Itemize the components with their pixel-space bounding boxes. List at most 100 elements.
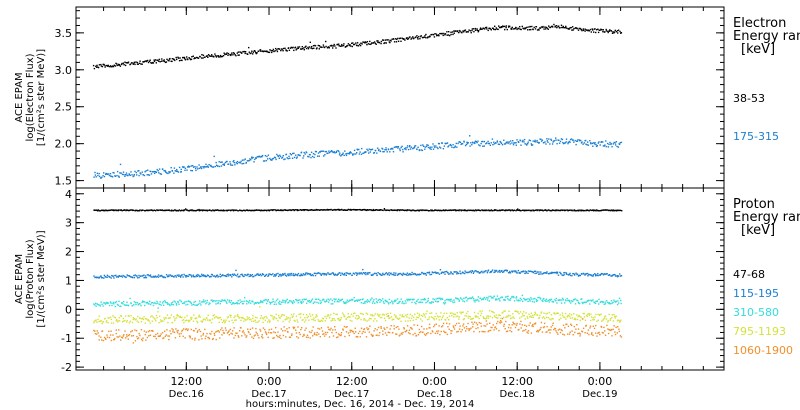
- data-point: [267, 300, 269, 302]
- data-point: [423, 297, 426, 300]
- data-point: [380, 316, 383, 319]
- data-point: [93, 303, 95, 305]
- data-point: [399, 272, 401, 275]
- data-point: [485, 318, 487, 320]
- data-point: [210, 276, 212, 278]
- data-point: [501, 296, 504, 299]
- data-point: [440, 312, 442, 314]
- data-point: [310, 301, 312, 303]
- data-point: [422, 145, 425, 147]
- data-point: [368, 331, 371, 333]
- data-point: [216, 316, 218, 318]
- data-point: [362, 302, 364, 304]
- data-point: [511, 296, 513, 298]
- data-point: [443, 330, 445, 332]
- data-point: [190, 169, 192, 172]
- data-point: [139, 60, 141, 62]
- data-point: [565, 323, 567, 326]
- data-point: [320, 301, 322, 303]
- data-point: [313, 47, 315, 49]
- data-point: [365, 151, 367, 153]
- data-point: [202, 334, 204, 336]
- data-point: [336, 43, 339, 46]
- data-point: [118, 176, 120, 178]
- data-point: [584, 332, 586, 334]
- data-point: [527, 141, 529, 143]
- data-point: [337, 273, 339, 275]
- data-point: [207, 56, 209, 58]
- data-point: [295, 49, 297, 51]
- data-point: [578, 210, 580, 212]
- data-point: [512, 321, 514, 323]
- data-point: [304, 274, 307, 276]
- data-point: [251, 156, 253, 158]
- data-point: [382, 298, 384, 300]
- data-point: [390, 40, 392, 42]
- data-point: [467, 142, 469, 144]
- data-point: [504, 269, 506, 271]
- data-point: [180, 332, 182, 335]
- data-point: [385, 272, 388, 274]
- data-point: [444, 209, 446, 212]
- data-point: [618, 143, 621, 146]
- data-point: [530, 315, 532, 317]
- data-point: [371, 209, 373, 212]
- data-point: [126, 334, 128, 336]
- data-point: [455, 210, 457, 212]
- data-point: [488, 329, 490, 332]
- data-point: [354, 312, 356, 314]
- data-point: [533, 323, 536, 325]
- data-point: [399, 148, 401, 150]
- data-point: [543, 142, 545, 144]
- data-point: [572, 29, 574, 31]
- data-point: [475, 315, 477, 317]
- data-point: [200, 57, 203, 59]
- data-point: [273, 331, 275, 333]
- data-point: [456, 271, 458, 273]
- data-point: [374, 313, 377, 315]
- data-point: [314, 272, 316, 275]
- data-point: [376, 329, 378, 331]
- data-point: [201, 321, 203, 323]
- data-point: [319, 302, 322, 305]
- data-point: [379, 273, 382, 275]
- data-point: [277, 272, 279, 275]
- data-point: [398, 318, 400, 320]
- data-point: [108, 304, 111, 307]
- data-point: [335, 274, 337, 276]
- data-point: [93, 329, 95, 332]
- data-point: [567, 314, 569, 316]
- data-point: [243, 159, 245, 161]
- data-point: [155, 333, 157, 336]
- data-point: [128, 173, 130, 175]
- data-point: [151, 301, 154, 304]
- data-point: [482, 316, 485, 318]
- data-point: [203, 318, 205, 320]
- data-point: [198, 274, 200, 277]
- data-point: [323, 274, 325, 276]
- data-point: [475, 209, 478, 212]
- data-point: [608, 143, 610, 146]
- data-point: [107, 173, 110, 175]
- data-point: [555, 137, 557, 139]
- data-point: [600, 313, 602, 315]
- data-point: [519, 272, 522, 274]
- data-point: [173, 172, 175, 174]
- data-point: [109, 65, 112, 67]
- data-point: [562, 299, 565, 301]
- data-point: [258, 320, 260, 322]
- data-point: [442, 322, 445, 325]
- data-point: [212, 209, 214, 211]
- data-point: [340, 209, 342, 211]
- electron-y-tick-label: 2.0: [55, 138, 73, 151]
- data-point: [610, 275, 612, 277]
- data-point: [402, 331, 404, 334]
- data-point: [178, 303, 180, 305]
- data-point: [476, 271, 478, 273]
- data-point: [596, 274, 598, 277]
- data-point: [335, 336, 338, 339]
- data-point: [222, 163, 224, 166]
- data-point: [158, 60, 160, 62]
- data-point: [297, 47, 299, 49]
- data-point: [218, 331, 220, 333]
